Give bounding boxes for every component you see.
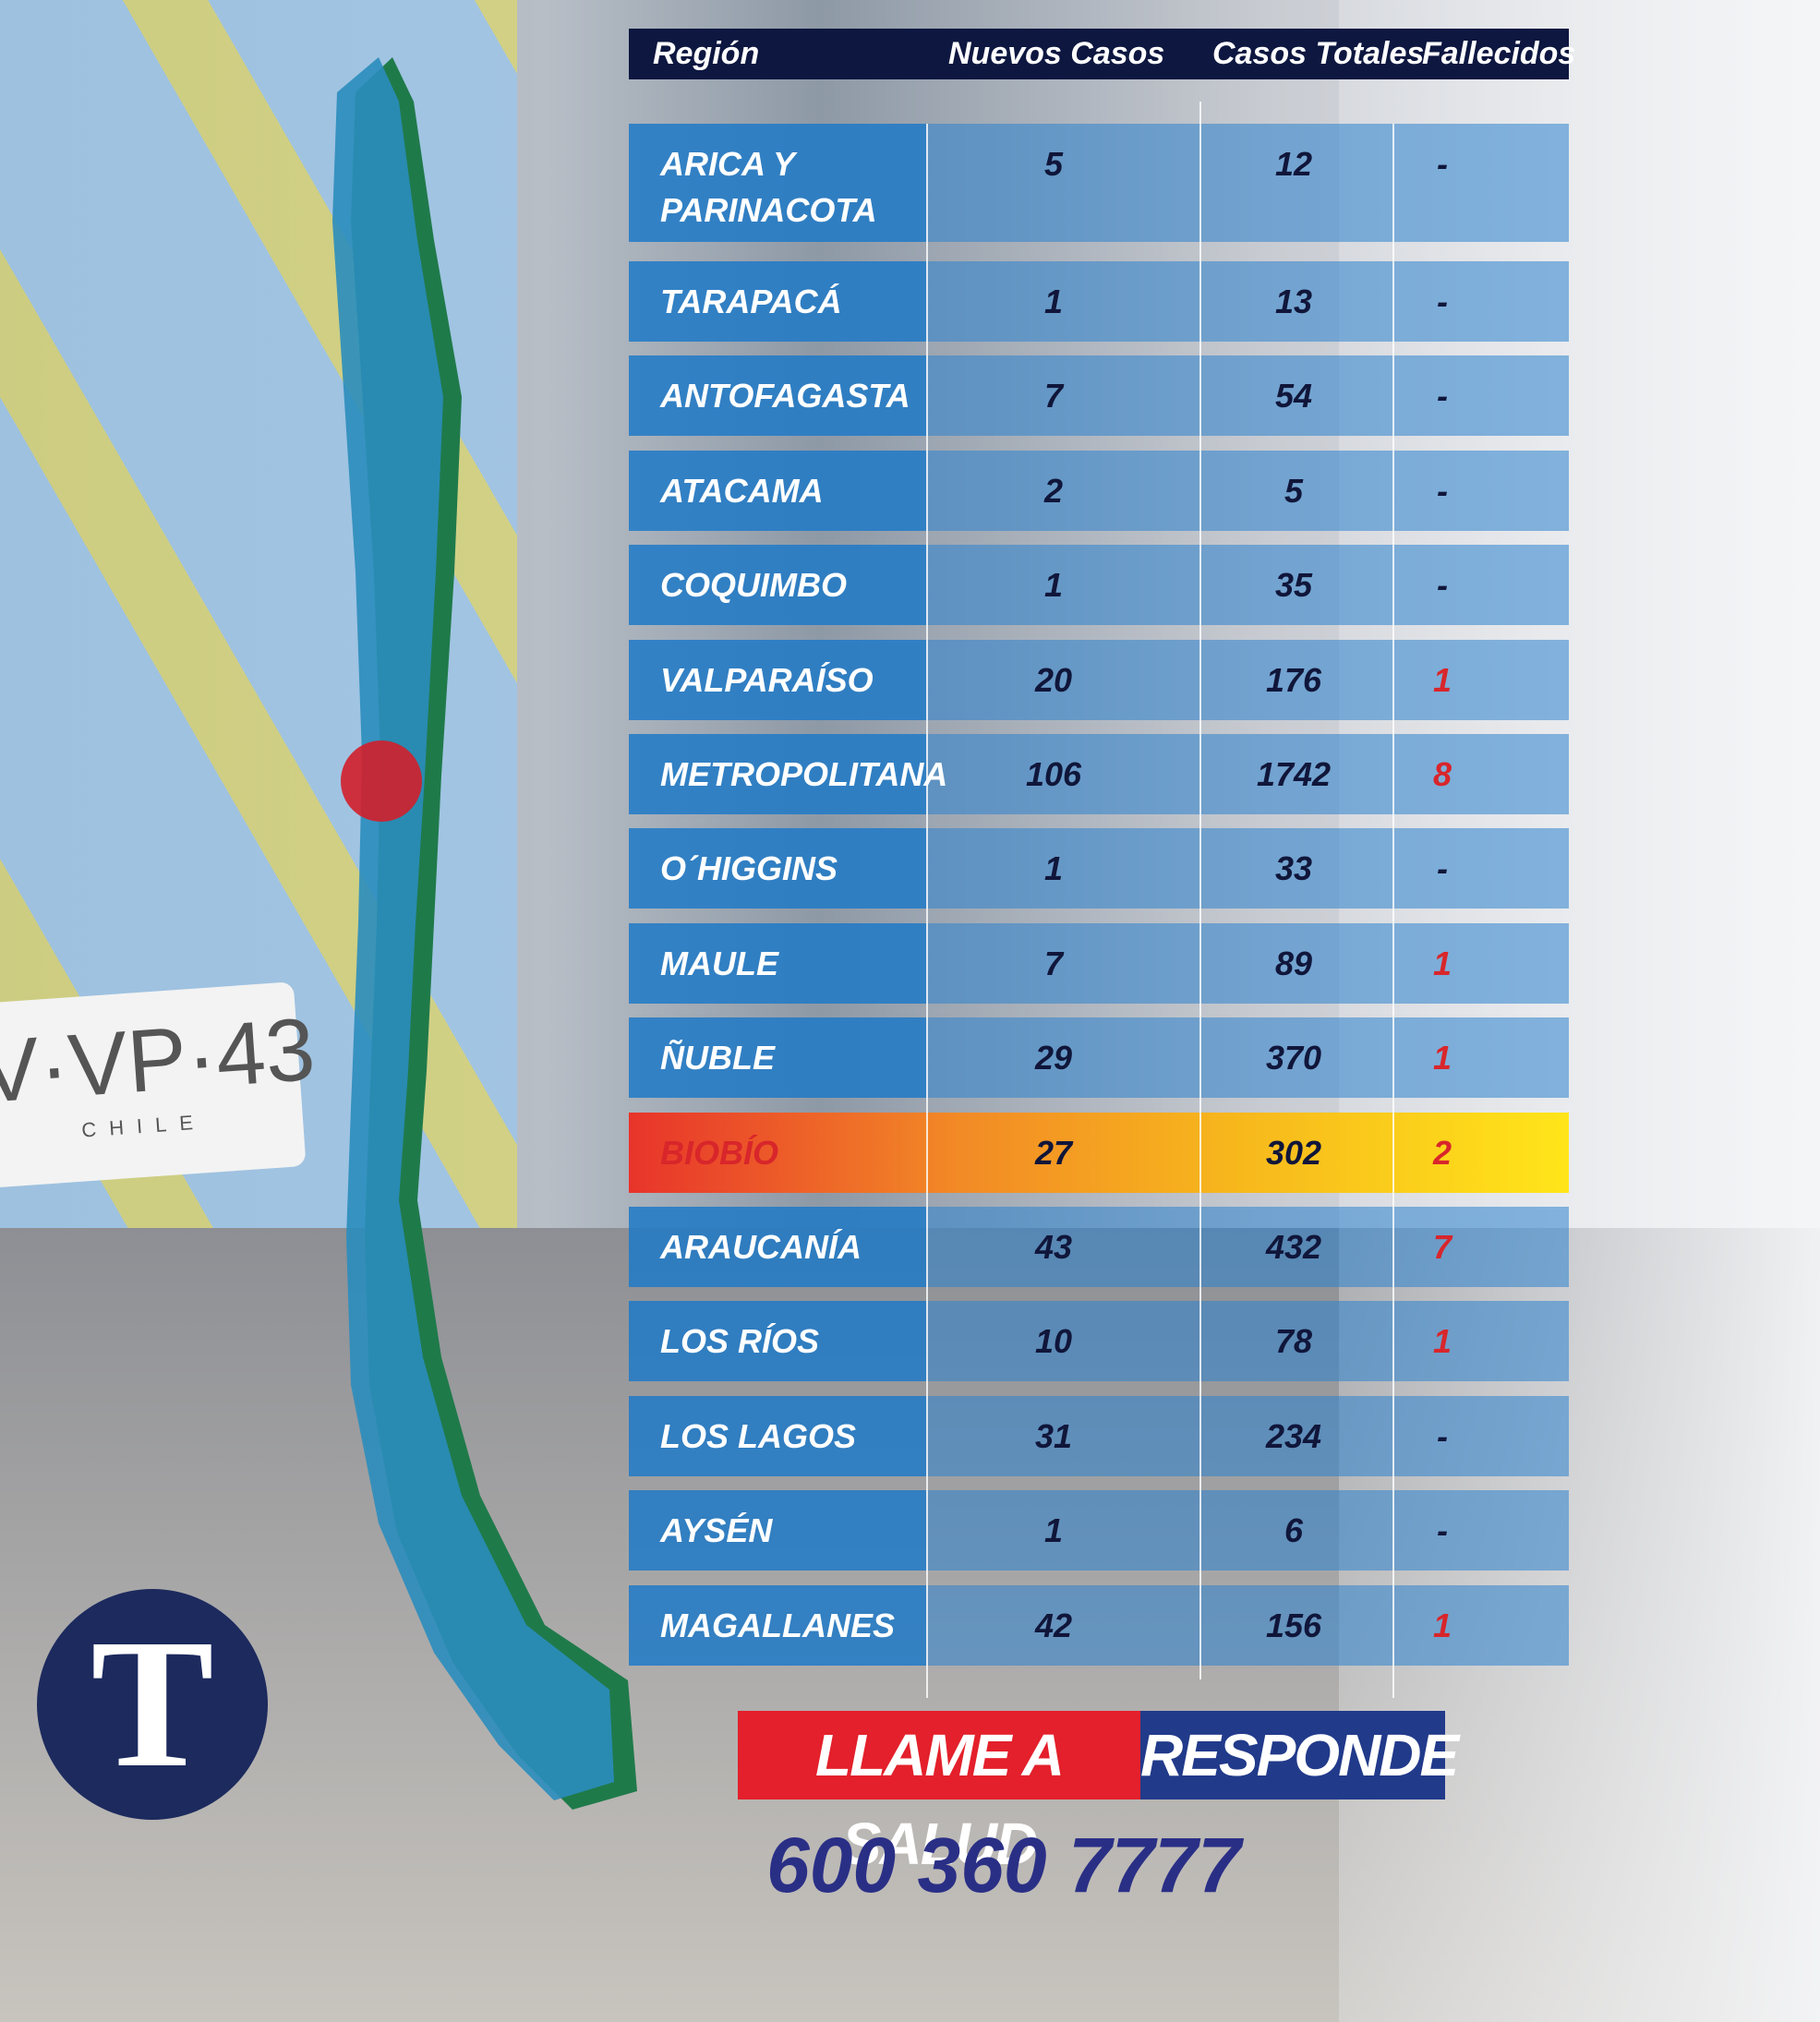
total-cases: 176 <box>1238 640 1349 704</box>
table-row: MAGALLANES 42 156 1 <box>629 1585 1569 1666</box>
header-cell: Fallecidos <box>1422 29 1575 79</box>
new-cases: 42 <box>998 1585 1109 1649</box>
deaths: - <box>1387 1490 1498 1554</box>
new-cases: 10 <box>998 1301 1109 1365</box>
new-cases: 1 <box>998 261 1109 325</box>
new-cases: 29 <box>998 1017 1109 1081</box>
region: ARAUCANÍA <box>660 1207 919 1270</box>
region: ARICA Y PARINACOTA <box>660 124 919 234</box>
table-row: LOS RÍOS 10 78 1 <box>629 1301 1569 1381</box>
region: ÑUBLE <box>660 1017 919 1081</box>
banner-left: LLAME A SALUD <box>738 1711 1140 1799</box>
deaths: 1 <box>1387 1301 1498 1365</box>
deaths: - <box>1387 124 1498 187</box>
table-row: ATACAMA 2 5- <box>629 451 1569 531</box>
total-cases: 302 <box>1238 1113 1349 1176</box>
deaths: - <box>1387 828 1498 892</box>
region: AYSÉN <box>660 1490 919 1554</box>
total-cases: 54 <box>1238 355 1349 419</box>
new-cases: 31 <box>998 1396 1109 1460</box>
deaths: 2 <box>1387 1113 1498 1176</box>
new-cases: 1 <box>998 828 1109 892</box>
deaths: - <box>1387 1396 1498 1460</box>
banner-right: RESPONDE <box>1140 1711 1445 1799</box>
table-row: ARICA Y PARINACOTA 5 12- <box>629 124 1569 242</box>
new-cases: 1 <box>998 1490 1109 1554</box>
new-cases: 5 <box>998 124 1109 187</box>
table-row: TARAPACÁ 1 13- <box>629 261 1569 342</box>
header-cell: Casos Totales <box>1212 29 1424 79</box>
region: TARAPACÁ <box>660 261 919 325</box>
total-cases: 370 <box>1238 1017 1349 1081</box>
map-marker <box>341 740 422 822</box>
deaths: 7 <box>1387 1207 1498 1270</box>
new-cases: 27 <box>998 1113 1109 1176</box>
new-cases: 106 <box>998 734 1109 798</box>
total-cases: 5 <box>1238 451 1349 514</box>
total-cases: 432 <box>1238 1207 1349 1270</box>
total-cases: 33 <box>1238 828 1349 892</box>
region: ATACAMA <box>660 451 919 514</box>
new-cases: 43 <box>998 1207 1109 1270</box>
new-cases: 1 <box>998 545 1109 608</box>
total-cases: 89 <box>1238 923 1349 987</box>
header-cell: Nuevos Casos <box>948 29 1164 79</box>
total-cases: 78 <box>1238 1301 1349 1365</box>
table-row: ANTOFAGASTA 7 54- <box>629 355 1569 436</box>
deaths: 8 <box>1387 734 1498 798</box>
table-row: O´HIGGINS 1 33- <box>629 828 1569 909</box>
page: V·VP·43CHILE Región Nuevos Casos Casos T… <box>0 0 1820 2022</box>
region: LOS RÍOS <box>660 1301 919 1365</box>
new-cases: 7 <box>998 355 1109 419</box>
total-cases: 1742 <box>1238 734 1349 798</box>
total-cases: 156 <box>1238 1585 1349 1649</box>
deaths: 1 <box>1387 1017 1498 1081</box>
deaths: - <box>1387 355 1498 419</box>
table-row: MAULE 7 89 1 <box>629 923 1569 1004</box>
region: COQUIMBO <box>660 545 919 608</box>
table-row: METROPOLITANA 106 1742 8 <box>629 734 1569 814</box>
chile-map <box>0 0 702 1847</box>
new-cases: 2 <box>998 451 1109 514</box>
total-cases: 6 <box>1238 1490 1349 1554</box>
total-cases: 234 <box>1238 1396 1349 1460</box>
logo: T <box>37 1589 268 1820</box>
column-divider <box>1392 124 1394 1698</box>
column-divider <box>1199 102 1201 1679</box>
table-header: Región Nuevos Casos Casos Totales Fallec… <box>629 29 1569 79</box>
region: VALPARAÍSO <box>660 640 919 704</box>
table-row: COQUIMBO 1 35- <box>629 545 1569 625</box>
deaths: - <box>1387 545 1498 608</box>
total-cases: 35 <box>1238 545 1349 608</box>
total-cases: 12 <box>1238 124 1349 187</box>
deaths: 1 <box>1387 640 1498 704</box>
table-row: BIOBÍO 27 302 2 <box>629 1113 1569 1193</box>
region: O´HIGGINS <box>660 828 919 892</box>
total-cases: 13 <box>1238 261 1349 325</box>
deaths: 1 <box>1387 923 1498 987</box>
region: MAGALLANES <box>660 1585 919 1649</box>
column-divider <box>926 124 928 1698</box>
deaths: - <box>1387 451 1498 514</box>
region: BIOBÍO <box>660 1113 919 1176</box>
map-land <box>332 57 614 1800</box>
deaths: 1 <box>1387 1585 1498 1649</box>
table-row: AYSÉN 1 6- <box>629 1490 1569 1571</box>
table-row: ARAUCANÍA 43 432 7 <box>629 1207 1569 1287</box>
deaths: - <box>1387 261 1498 325</box>
table-row: LOS LAGOS 31 234- <box>629 1396 1569 1476</box>
new-cases: 7 <box>998 923 1109 987</box>
new-cases: 20 <box>998 640 1109 704</box>
region: MAULE <box>660 923 919 987</box>
region: LOS LAGOS <box>660 1396 919 1460</box>
table-row: VALPARAÍSO 20 176 1 <box>629 640 1569 720</box>
region: ANTOFAGASTA <box>660 355 919 419</box>
phone-number: 600 360 7777 <box>766 1823 1241 1907</box>
table-row: ÑUBLE 29 370 1 <box>629 1017 1569 1098</box>
header-cell: Región <box>653 29 759 79</box>
region: METROPOLITANA <box>660 734 919 798</box>
